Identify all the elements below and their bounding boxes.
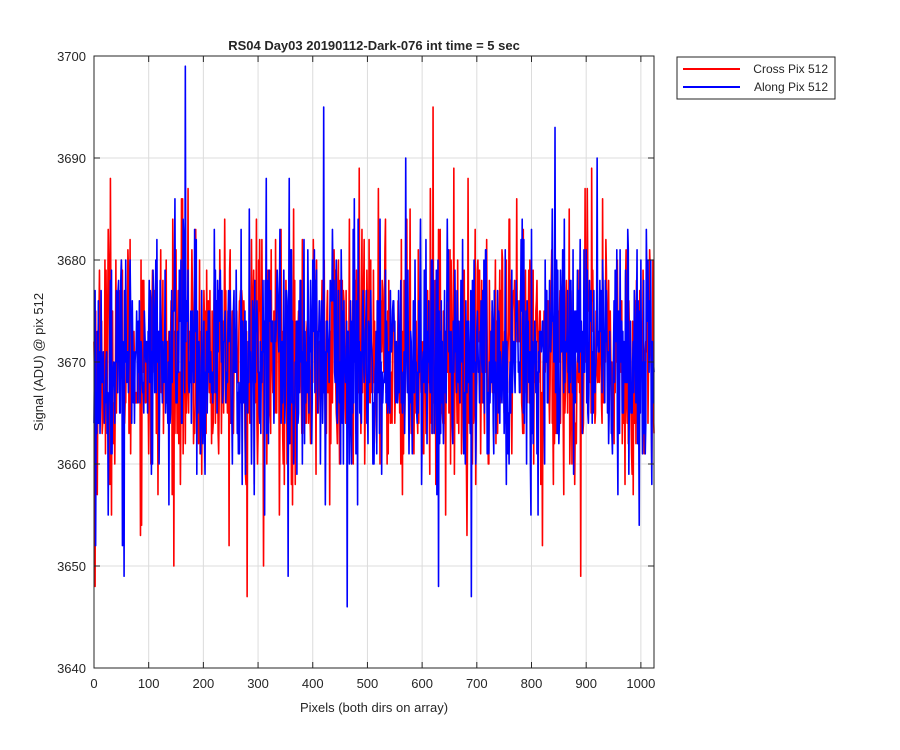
y-tick-label: 3640 <box>57 661 86 676</box>
x-axis-label: Pixels (both dirs on array) <box>300 700 448 715</box>
legend: Cross Pix 512 Along Pix 512 <box>676 56 836 100</box>
y-tick-label: 3650 <box>57 559 86 574</box>
x-tick-label: 100 <box>138 676 160 691</box>
y-tick-label: 3690 <box>57 151 86 166</box>
x-tick-label: 200 <box>193 676 215 691</box>
series-line-along <box>93 65 655 608</box>
x-tick-label: 500 <box>357 676 379 691</box>
y-tick-label: 3680 <box>57 253 86 268</box>
legend-label-along: Along Pix 512 <box>754 80 828 94</box>
ticks: 0 100 200 300 400 500 600 700 800 900 1000 3640 3650… <box>57 49 655 691</box>
chart-title: RS04 Day03 20190112-Dark-076 int time = … <box>228 38 520 53</box>
legend-label-cross: Cross Pix 512 <box>753 62 828 76</box>
y-tick-label: 3700 <box>57 49 86 64</box>
x-tick-label: 1000 <box>626 676 655 691</box>
legend-box <box>676 56 836 100</box>
y-axis-label: Signal (ADU) @ pix 512 <box>31 293 46 431</box>
x-tick-label: 700 <box>466 676 488 691</box>
x-tick-label: 900 <box>575 676 597 691</box>
x-tick-label: 300 <box>247 676 269 691</box>
y-tick-label: 3660 <box>57 457 86 472</box>
y-tick-label: 3670 <box>57 355 86 370</box>
x-tick-label: 800 <box>521 676 543 691</box>
x-tick-label: 0 <box>90 676 97 691</box>
x-tick-label: 400 <box>302 676 324 691</box>
plot-lines <box>93 65 655 608</box>
x-tick-label: 600 <box>411 676 433 691</box>
